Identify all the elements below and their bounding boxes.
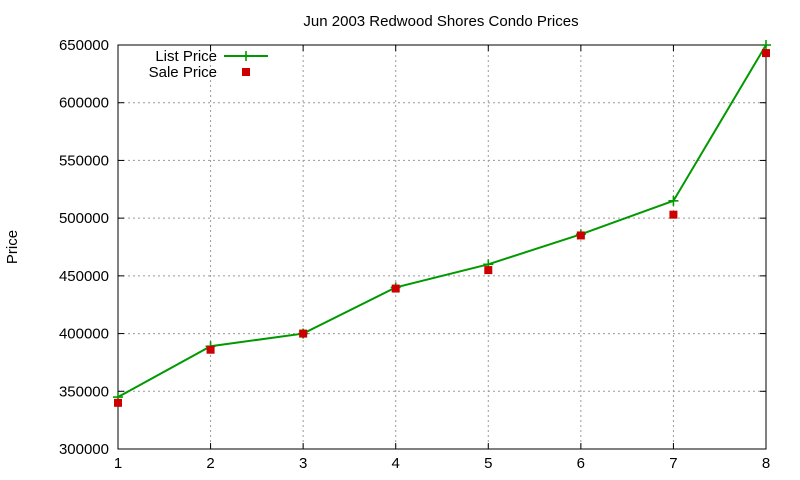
series-sale-price (114, 49, 770, 407)
x-tick-label: 6 (577, 455, 585, 472)
y-tick-label: 450000 (59, 268, 109, 285)
legend-label-sale-price: Sale Price (149, 64, 217, 81)
sale-price-point (299, 329, 308, 338)
sale-price-point (114, 398, 122, 407)
y-tick-label: 500000 (59, 210, 109, 227)
sale-price-point (206, 345, 215, 354)
y-axis-label: Price (4, 230, 21, 264)
x-tick-label: 8 (762, 455, 770, 472)
list-price-line (117, 44, 767, 398)
legend-label-list-price: List Price (155, 48, 217, 65)
y-tick-label: 350000 (59, 383, 109, 400)
y-tick-label: 300000 (59, 441, 109, 458)
legend-item-sale-price: Sale Price (149, 64, 250, 81)
sale-price-point (391, 284, 400, 293)
y-tick-label: 400000 (59, 326, 109, 343)
legend-item-list-price: List Price (155, 48, 268, 65)
sale-price-point (576, 231, 585, 240)
y-tick-label: 550000 (59, 152, 109, 169)
x-tick-label: 3 (299, 455, 307, 472)
grid (118, 45, 766, 449)
sale-price-point (669, 210, 678, 219)
sale-price-point (484, 266, 493, 275)
x-tick-label: 5 (484, 455, 492, 472)
axis-ticks: 300000 350000 400000 450000 500000 550000 6000… (59, 37, 770, 472)
series-layer (113, 40, 771, 407)
chart-title: Jun 2003 Redwood Shores Condo Prices (303, 13, 578, 30)
x-tick-label: 7 (669, 455, 677, 472)
x-tick-label: 2 (206, 455, 214, 472)
y-tick-label: 600000 (59, 95, 109, 112)
list-price-point (761, 40, 771, 50)
list-price-point (668, 195, 679, 206)
legend-marker-sale-price (242, 68, 250, 76)
plot-frame (117, 44, 767, 450)
x-tick-label: 4 (392, 455, 400, 472)
x-tick-label: 1 (114, 455, 122, 472)
y-tick-label: 650000 (59, 37, 109, 54)
sale-price-point (762, 49, 770, 58)
legend-marker-list-price (241, 51, 251, 61)
